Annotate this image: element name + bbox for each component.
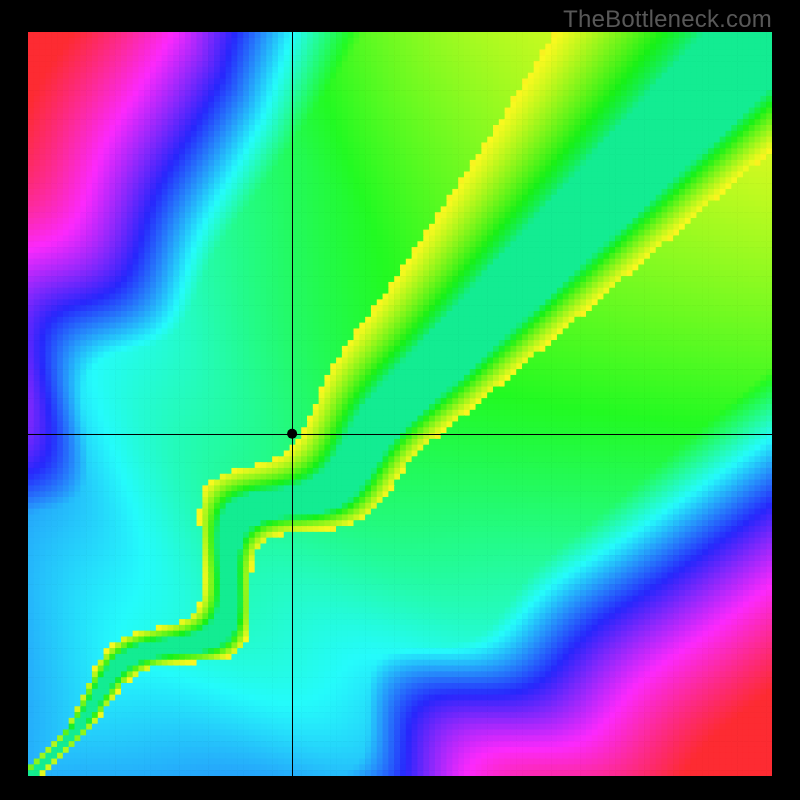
chart-container: TheBottleneck.com <box>0 0 800 800</box>
heatmap-canvas <box>28 32 772 776</box>
watermark-text: TheBottleneck.com <box>563 6 772 34</box>
heatmap-plot <box>28 32 772 776</box>
